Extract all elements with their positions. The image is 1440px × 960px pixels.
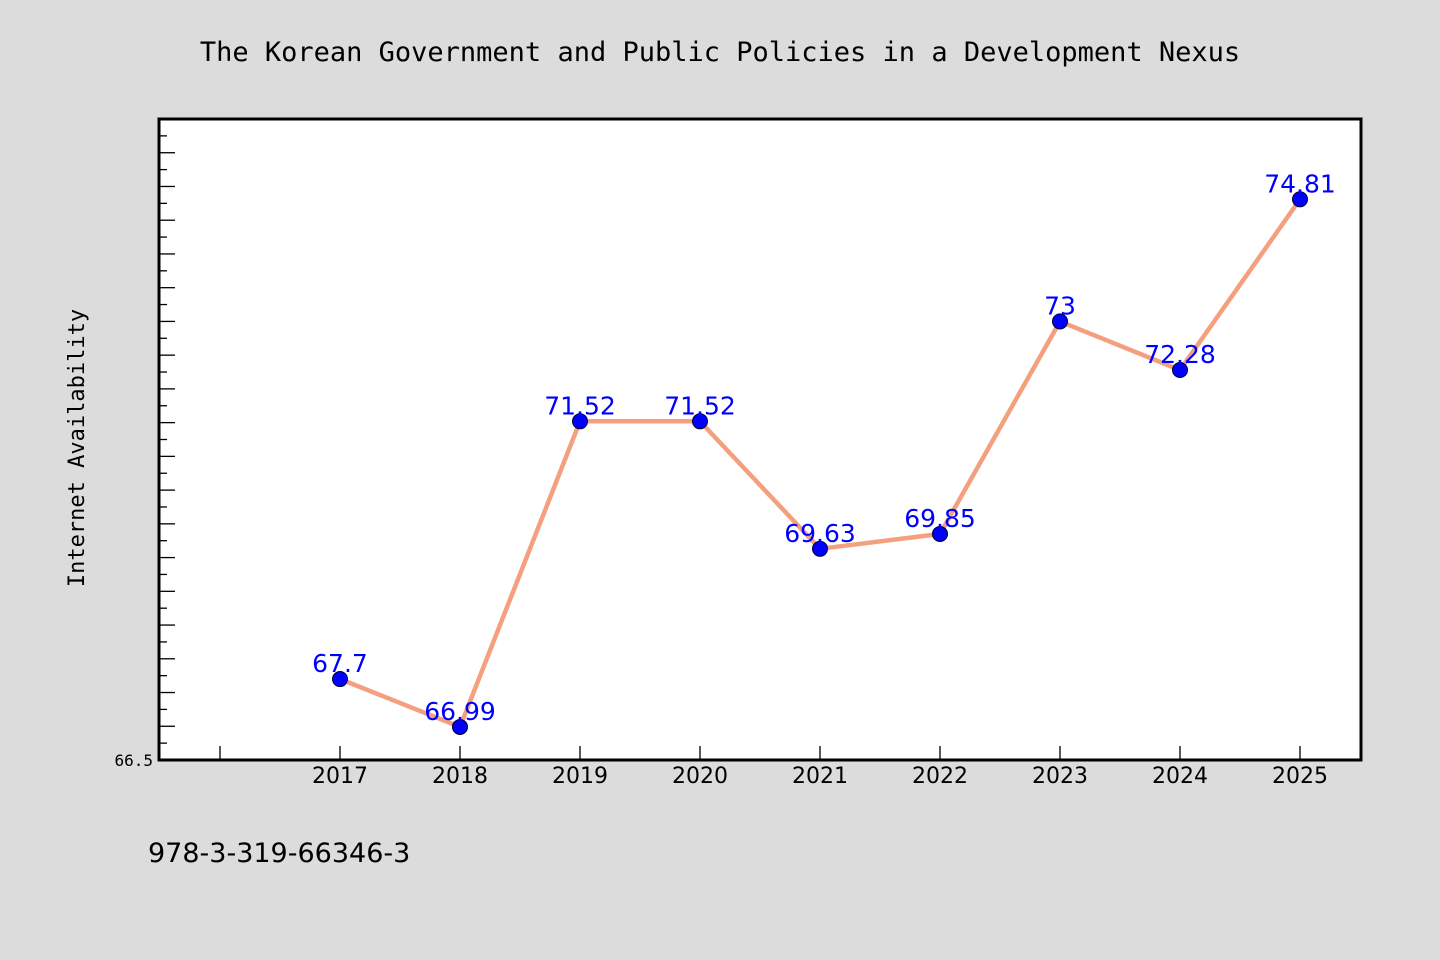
x-axis-ticks (219, 746, 1301, 760)
data-point-marker (812, 540, 828, 557)
plot-area (159, 119, 1361, 760)
data-point-marker (572, 413, 588, 430)
x-tick-label: 2024 (1152, 764, 1208, 789)
data-point-label: 74.81 (1264, 169, 1336, 198)
data-point-label: 71.52 (544, 391, 616, 420)
x-tick-label: 2018 (432, 764, 488, 789)
x-tick-label: 2017 (312, 764, 368, 789)
data-point-label: 71.52 (664, 391, 736, 420)
chart-title: The Korean Government and Public Policie… (200, 37, 1240, 68)
data-point-label: 73 (1044, 291, 1076, 320)
data-point-marker (452, 718, 468, 735)
y-axis-min-label: 66.5 (114, 751, 153, 770)
data-point-label: 69.85 (904, 504, 976, 533)
data-point-labels: 67.7 66.99 71.52 71.52 69.63 69.85 73 72.28 74.8… (312, 169, 1336, 726)
data-point-marker (1172, 362, 1188, 379)
data-point-marker (692, 413, 708, 430)
data-point-markers (332, 191, 1308, 735)
x-tick-label: 2025 (1272, 764, 1328, 789)
x-tick-label: 2023 (1032, 764, 1088, 789)
data-point-label: 72.28 (1144, 340, 1216, 369)
x-tick-label: 2020 (672, 764, 728, 789)
data-point-label: 67.7 (312, 649, 368, 678)
data-point-label: 66.99 (424, 697, 496, 726)
x-tick-label: 2021 (792, 764, 848, 789)
data-point-label: 69.63 (784, 519, 856, 548)
data-point-marker (1052, 313, 1068, 330)
data-point-marker (332, 671, 348, 688)
data-point-marker (932, 525, 948, 542)
x-axis-tick-labels: 2017 2018 2019 2020 2021 2022 2023 2024 2025 (312, 764, 1328, 789)
plot-frame (157, 117, 1363, 762)
data-point-marker (1292, 191, 1308, 208)
footer-isbn: 978-3-319-66346-3 (148, 838, 410, 869)
x-tick-label: 2022 (912, 764, 968, 789)
y-axis-label: Internet Availability (65, 309, 90, 587)
x-tick-label: 2019 (552, 764, 608, 789)
